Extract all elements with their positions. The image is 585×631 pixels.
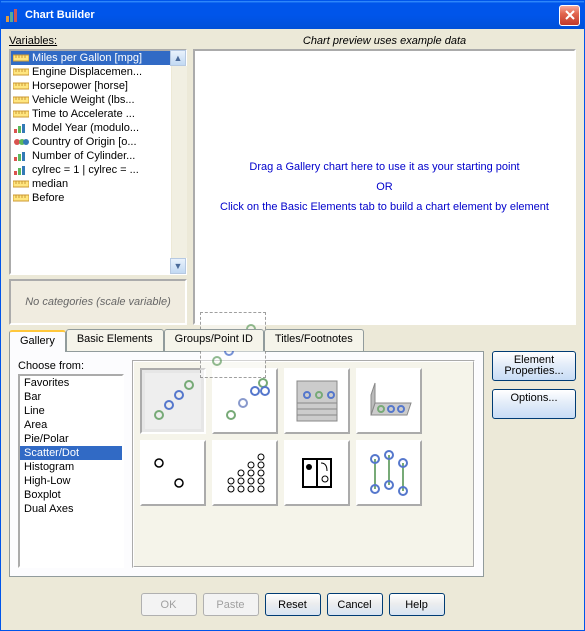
tab-strip: GalleryBasic ElementsGroups/Point IDTitl… (9, 329, 484, 351)
gallery-thumb[interactable] (140, 368, 206, 434)
bottom-button-bar: OK Paste Reset Cancel Help (9, 581, 576, 630)
ruler-icon (13, 80, 29, 92)
tab-groups-point-id[interactable]: Groups/Point ID (164, 329, 264, 351)
variable-label: Number of Cylinder... (32, 150, 135, 162)
variable-item[interactable]: Model Year (modulo... (11, 121, 185, 135)
paste-button[interactable]: Paste (203, 593, 259, 616)
ruler-icon (13, 66, 29, 78)
gallery-category-item[interactable]: Favorites (20, 376, 122, 390)
ruler-icon (13, 192, 29, 204)
gallery-category-item[interactable]: Boxplot (20, 488, 122, 502)
tab-basic-elements[interactable]: Basic Elements (66, 329, 164, 351)
ruler-icon (13, 94, 29, 106)
categories-box: No categories (scale variable) (9, 279, 187, 325)
nominal-icon (13, 136, 29, 148)
element-properties-button[interactable]: Element Properties... (492, 351, 576, 381)
ruler-icon (13, 52, 29, 64)
gallery-category-item[interactable]: Area (20, 418, 122, 432)
ok-button[interactable]: OK (141, 593, 197, 616)
no-categories-text: No categories (scale variable) (25, 296, 171, 308)
preview-header: Chart preview uses example data (193, 35, 576, 47)
close-button[interactable] (559, 5, 580, 26)
preview-canvas[interactable]: Drag a Gallery chart here to use it as y… (193, 49, 576, 325)
tab-gallery[interactable]: Gallery (9, 330, 66, 352)
scroll-up-button[interactable]: ▲ (170, 50, 186, 66)
variable-item[interactable]: Vehicle Weight (lbs... (11, 93, 185, 107)
variable-item[interactable]: Engine Displacemen... (11, 65, 185, 79)
choose-column: Choose from: FavoritesBarLineAreaPie/Pol… (18, 360, 124, 568)
gallery-category-item[interactable]: Bar (20, 390, 122, 404)
gallery-thumb[interactable] (284, 368, 350, 434)
preview-hint-3: Click on the Basic Elements tab to build… (220, 201, 549, 213)
bars-icon (13, 122, 29, 134)
gallery-thumb[interactable] (356, 368, 422, 434)
ruler-icon (13, 108, 29, 120)
tab-body-gallery: Choose from: FavoritesBarLineAreaPie/Pol… (9, 351, 484, 577)
gallery-thumb[interactable] (356, 440, 422, 506)
variable-label: Engine Displacemen... (32, 66, 142, 78)
choose-from-label: Choose from: (18, 360, 124, 372)
variables-list-wrap: ▲ ▼ Miles per Gallon [mpg] Engine Displac… (9, 49, 187, 275)
variable-item[interactable]: median (11, 177, 185, 191)
variable-label: Before (32, 192, 64, 204)
variable-label: Time to Accelerate ... (32, 108, 135, 120)
variable-item[interactable]: Miles per Gallon [mpg] (11, 51, 185, 65)
gallery-thumb[interactable] (284, 440, 350, 506)
options-button[interactable]: Options... (492, 389, 576, 419)
app-icon (5, 7, 21, 23)
scroll-down-button[interactable]: ▼ (170, 258, 186, 274)
variable-label: Model Year (modulo... (32, 122, 139, 134)
preview-column: Chart preview uses example data Drag a G… (193, 35, 576, 325)
gallery-category-item[interactable]: Line (20, 404, 122, 418)
gallery-category-item[interactable]: High-Low (20, 474, 122, 488)
variable-item[interactable]: Time to Accelerate ... (11, 107, 185, 121)
variable-item[interactable]: cylrec = 1 | cylrec = ... (11, 163, 185, 177)
preview-hint-1: Drag a Gallery chart here to use it as y… (249, 161, 519, 173)
variable-item[interactable]: Number of Cylinder... (11, 149, 185, 163)
variable-item[interactable]: Before (11, 191, 185, 205)
ruler-icon (13, 178, 29, 190)
variables-list[interactable]: ▲ ▼ Miles per Gallon [mpg] Engine Displac… (9, 49, 187, 275)
bars-icon (13, 164, 29, 176)
help-button[interactable]: Help (389, 593, 445, 616)
variable-label: median (32, 178, 68, 190)
gallery-category-list[interactable]: FavoritesBarLineAreaPie/PolarScatter/Dot… (18, 374, 124, 568)
gallery-category-item[interactable]: Histogram (20, 460, 122, 474)
side-buttons: Element Properties... Options... (492, 329, 576, 419)
reset-button[interactable]: Reset (265, 593, 321, 616)
gallery-thumb[interactable] (140, 440, 206, 506)
window-title: Chart Builder (25, 9, 95, 21)
variable-label: Horsepower [horse] (32, 80, 128, 92)
top-row: Variables: ▲ ▼ Miles per Gallon [mpg] Eng… (9, 35, 576, 325)
bars-icon (13, 150, 29, 162)
variable-label: Miles per Gallon [mpg] (32, 52, 142, 64)
dialog-content: Variables: ▲ ▼ Miles per Gallon [mpg] Eng… (1, 29, 584, 630)
tabs-row: GalleryBasic ElementsGroups/Point IDTitl… (9, 329, 576, 577)
gallery-thumbnails (132, 360, 475, 568)
variable-label: Vehicle Weight (lbs... (32, 94, 135, 106)
variable-label: Country of Origin [o... (32, 136, 137, 148)
chart-builder-window: Chart Builder Variables: ▲ ▼ Miles per G… (0, 0, 585, 631)
gallery-category-item[interactable]: Dual Axes (20, 502, 122, 516)
variable-item[interactable]: Country of Origin [o... (11, 135, 185, 149)
titlebar: Chart Builder (1, 1, 584, 29)
variables-label: Variables: (9, 35, 187, 47)
gallery-thumb[interactable] (212, 440, 278, 506)
cancel-button[interactable]: Cancel (327, 593, 383, 616)
close-icon (565, 10, 575, 20)
gallery-category-item[interactable]: Pie/Polar (20, 432, 122, 446)
variable-item[interactable]: Horsepower [horse] (11, 79, 185, 93)
variable-label: cylrec = 1 | cylrec = ... (32, 164, 139, 176)
preview-hint-2: OR (376, 181, 393, 193)
scrollbar-track[interactable] (171, 66, 187, 258)
variables-column: Variables: ▲ ▼ Miles per Gallon [mpg] Eng… (9, 35, 187, 325)
gallery-category-item[interactable]: Scatter/Dot (20, 446, 122, 460)
gallery-thumb[interactable] (212, 368, 278, 434)
tabs-container: GalleryBasic ElementsGroups/Point IDTitl… (9, 329, 484, 577)
tab-titles-footnotes[interactable]: Titles/Footnotes (264, 329, 364, 351)
